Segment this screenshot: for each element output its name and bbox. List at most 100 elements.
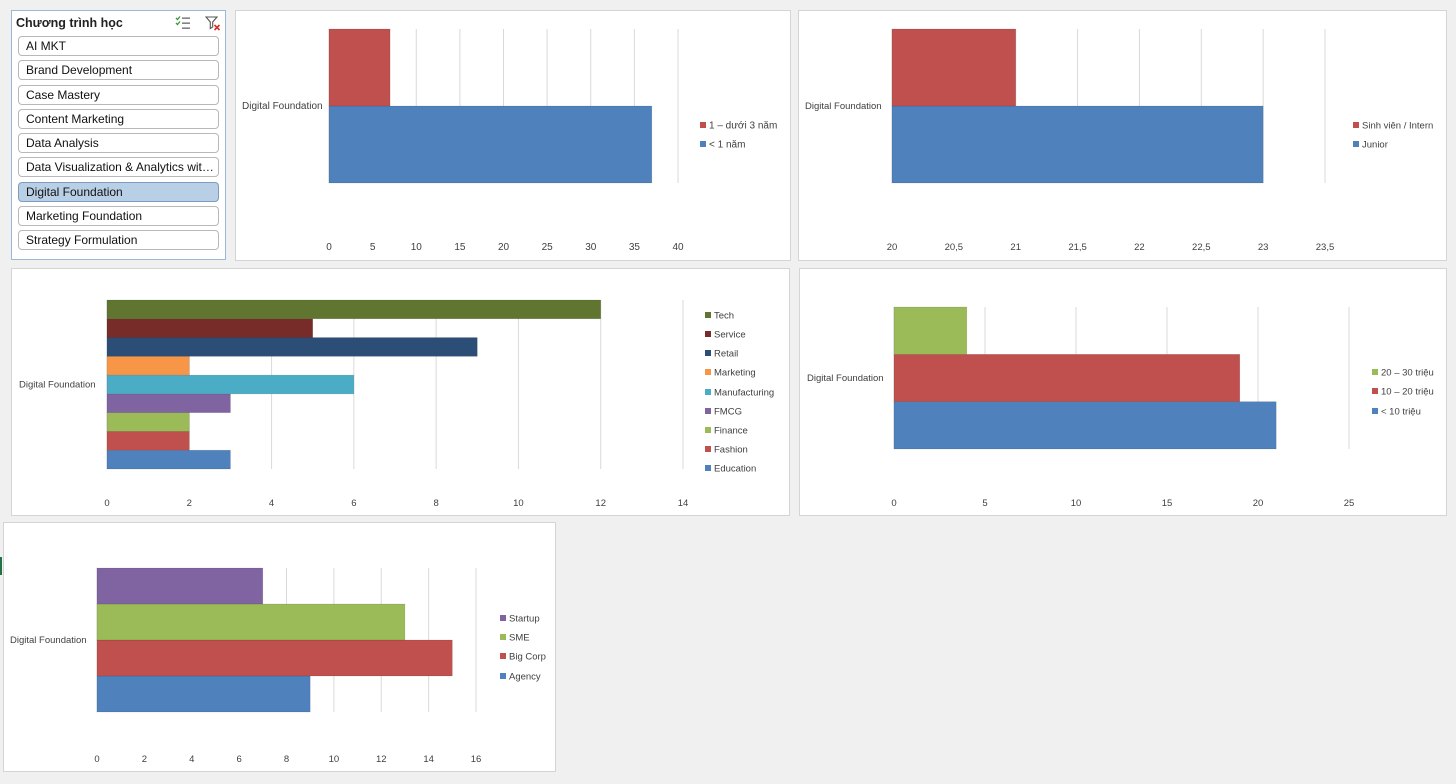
- x-tick-label: 15: [454, 242, 466, 253]
- slicer-item[interactable]: Case Mastery: [18, 84, 219, 105]
- legend-label: Finance: [714, 426, 748, 437]
- clear-filter-icon[interactable]: [204, 15, 221, 31]
- slicer-item[interactable]: Content Marketing: [18, 108, 219, 129]
- x-tick-label: 2: [187, 498, 192, 509]
- legend-swatch: [705, 389, 711, 395]
- legend-swatch: [1353, 122, 1359, 128]
- x-tick-label: 0: [104, 498, 109, 509]
- legend-swatch: [500, 673, 506, 679]
- x-tick-label: 6: [236, 754, 241, 765]
- bar: [106, 337, 478, 357]
- x-tick-label: 4: [269, 498, 274, 509]
- x-tick-label: 20: [1253, 498, 1264, 509]
- legend-label: Marketing: [714, 368, 756, 379]
- legend-swatch: [705, 427, 711, 433]
- x-tick-label: 10: [411, 242, 423, 253]
- x-tick-label: 21,5: [1068, 242, 1087, 253]
- x-tick-label: 20: [498, 242, 510, 253]
- legend-swatch: [705, 408, 711, 414]
- bar: [106, 393, 231, 413]
- x-tick-label: 0: [326, 242, 332, 253]
- x-tick-label: 40: [672, 242, 684, 253]
- x-tick-label: 0: [891, 498, 896, 509]
- x-tick-label: 20: [887, 242, 898, 253]
- chart-svg: 0 2 4 6 8 10 12 14 Digital Foundation Tech Service…: [19, 299, 774, 509]
- multi-select-icon[interactable]: [175, 15, 191, 31]
- x-tick-label: 8: [284, 754, 289, 765]
- legend-swatch: [705, 369, 711, 375]
- x-tick-label: 23,5: [1316, 242, 1335, 253]
- x-tick-label: 5: [370, 242, 376, 253]
- x-tick-label: 10: [513, 498, 524, 509]
- bar: [96, 603, 406, 641]
- legend-label: 1 – dưới 3 năm: [709, 121, 777, 132]
- active-cell-marker: [0, 557, 2, 575]
- legend-swatch: [705, 312, 711, 318]
- legend-swatch: [500, 634, 506, 640]
- x-tick-label: 14: [423, 754, 434, 765]
- x-tick-label: 10: [1071, 498, 1082, 509]
- x-tick-label: 10: [329, 754, 340, 765]
- bar: [891, 105, 1264, 184]
- legend-label: FMCG: [714, 407, 742, 418]
- legend-swatch: [705, 446, 711, 452]
- legend-swatch: [1372, 408, 1378, 414]
- legend-label: 20 – 30 triệu: [1381, 368, 1434, 379]
- x-tick-label: 23: [1258, 242, 1269, 253]
- category-label: Digital Foundation: [242, 101, 323, 112]
- slicer-item[interactable]: Brand Development: [18, 60, 219, 81]
- legend-label: Education: [714, 464, 756, 475]
- bar: [106, 299, 602, 320]
- bar: [106, 431, 190, 451]
- chart-svg: 0 5 10 15 20 25 30 35 40 Digital Foundation 1 – dư…: [242, 28, 777, 253]
- x-tick-label: 0: [94, 754, 99, 765]
- legend-label: Manufacturing: [714, 388, 774, 399]
- x-tick-label: 12: [595, 498, 606, 509]
- slicer-item[interactable]: Strategy Formulation: [18, 230, 219, 250]
- legend-label: Sinh viên / Intern: [1362, 121, 1433, 132]
- chart-svg: 0 5 10 15 20 25 Digital Foundation 20 – 30 triệ…: [807, 306, 1434, 509]
- x-tick-label: 4: [189, 754, 194, 765]
- bar: [96, 639, 453, 677]
- category-label: Digital Foundation: [807, 373, 884, 384]
- bar: [893, 306, 968, 355]
- legend-swatch: [1372, 369, 1378, 375]
- slicer-chuong-trinh-hoc: Chương trình học AI MKT Brand Development…: [11, 10, 226, 260]
- legend-swatch: [500, 653, 506, 659]
- slicer-item[interactable]: AI MKT: [18, 36, 219, 56]
- x-tick-label: 30: [585, 242, 597, 253]
- chart-industry: 0 2 4 6 8 10 12 14 Digital Foundation Tech Service…: [11, 268, 790, 516]
- legend-label: Junior: [1362, 140, 1388, 151]
- slicer-item[interactable]: Data Visualization & Analytics with...: [18, 157, 219, 178]
- legend-label: Agency: [509, 672, 541, 683]
- x-tick-label: 25: [542, 242, 554, 253]
- x-tick-label: 12: [376, 754, 387, 765]
- chart-experience-years: 0 5 10 15 20 25 30 35 40 Digital Foundation 1 – dư…: [235, 10, 791, 261]
- bar: [96, 567, 264, 605]
- slicer-item[interactable]: Marketing Foundation: [18, 205, 219, 226]
- bar: [893, 401, 1277, 450]
- legend-label: Retail: [714, 349, 738, 360]
- bar: [106, 412, 190, 432]
- x-tick-label: 35: [629, 242, 641, 253]
- x-tick-label: 22: [1134, 242, 1145, 253]
- legend-label: Tech: [714, 311, 734, 322]
- legend-label: 10 – 20 triệu: [1381, 387, 1434, 398]
- legend-label: Big Corp: [509, 652, 546, 663]
- chart-svg: 0 2 4 6 8 10 12 14 16 Digital Foundation Startup SM…: [10, 567, 546, 765]
- legend-swatch: [500, 615, 506, 621]
- x-tick-label: 14: [678, 498, 689, 509]
- legend-swatch: [700, 122, 706, 128]
- legend-swatch: [700, 141, 706, 147]
- chart-income: 0 5 10 15 20 25 Digital Foundation 20 – 30 triệ…: [799, 268, 1447, 516]
- x-tick-label: 6: [351, 498, 356, 509]
- legend-swatch: [705, 331, 711, 337]
- legend-label: < 1 năm: [709, 140, 745, 151]
- slicer-item[interactable]: Digital Foundation: [18, 181, 219, 202]
- bar: [893, 354, 1241, 402]
- bar: [106, 449, 231, 470]
- legend-swatch: [1372, 388, 1378, 394]
- x-tick-label: 16: [471, 754, 482, 765]
- slicer-item[interactable]: Data Analysis: [18, 133, 219, 153]
- x-tick-label: 22,5: [1192, 242, 1211, 253]
